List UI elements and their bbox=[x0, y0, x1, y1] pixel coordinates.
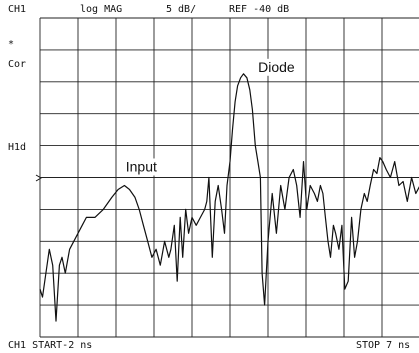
annotation-group: Input Diode bbox=[117, 58, 301, 176]
annotation-input: Input bbox=[126, 158, 157, 174]
correction-indicator: Cor bbox=[8, 59, 26, 70]
hold-indicator: H1d bbox=[8, 142, 26, 153]
stop-label: STOP 7 ns bbox=[356, 340, 410, 351]
start-label: CH1 START-2 ns bbox=[8, 340, 92, 351]
reference-label: REF -40 dB bbox=[229, 4, 289, 15]
format-label: log MAG bbox=[80, 4, 122, 15]
asterisk-marker: * bbox=[8, 39, 14, 50]
trace-group bbox=[39, 73, 419, 322]
annotation-background bbox=[117, 158, 166, 176]
scale-label: 5 dB/ bbox=[166, 4, 196, 15]
annotation-background bbox=[252, 58, 301, 76]
annotation-diode: Diode bbox=[258, 59, 295, 75]
reference-position-marker bbox=[35, 174, 42, 182]
channel-label: CH1 bbox=[8, 4, 26, 15]
reflection-trace bbox=[39, 73, 419, 322]
graticule bbox=[39, 17, 419, 338]
